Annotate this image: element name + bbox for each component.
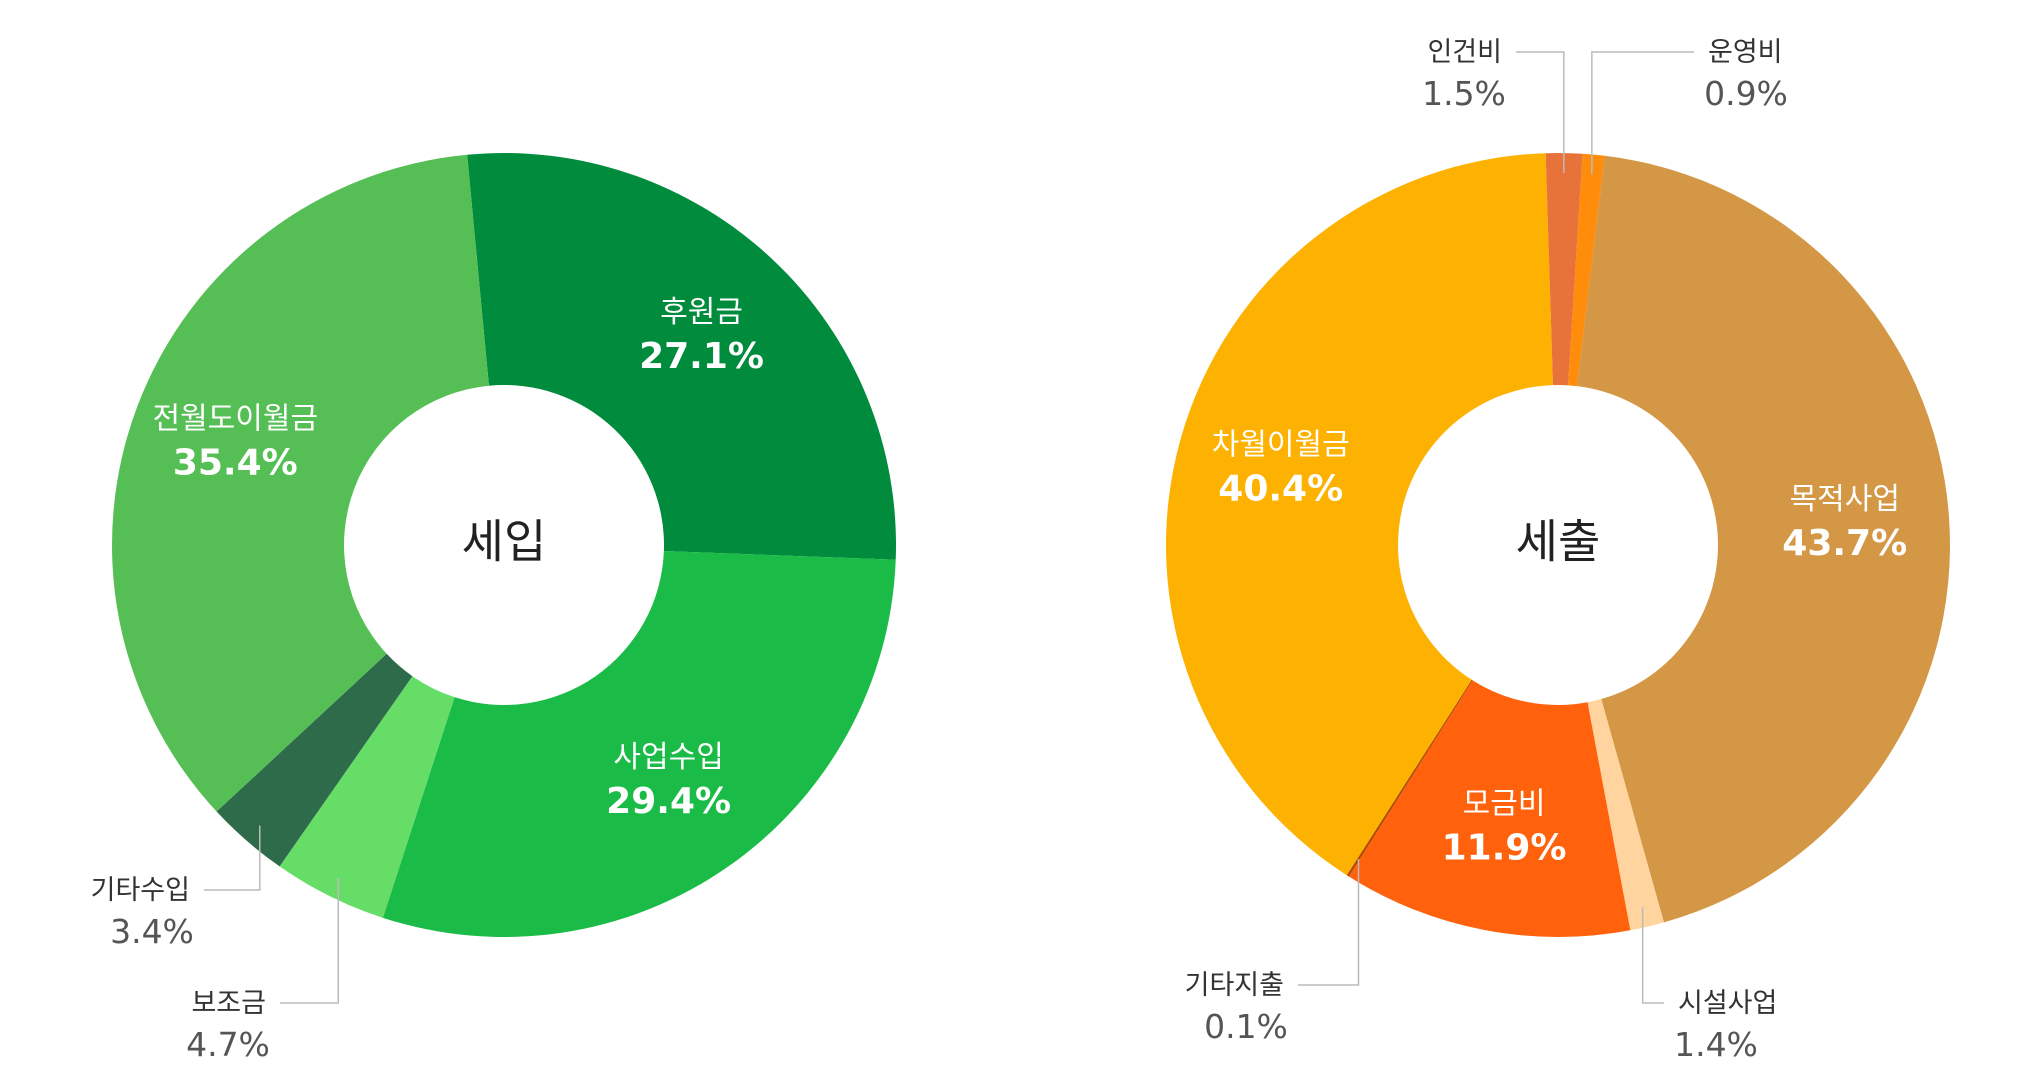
slice-value-label: 27.1% — [639, 336, 764, 377]
pie-slice — [382, 551, 896, 937]
slice-label: 인건비 — [1427, 37, 1502, 68]
leader-line — [204, 825, 261, 891]
slice-label: 보조금 — [191, 988, 266, 1019]
slice-label: 후원금 — [660, 295, 743, 330]
slice-value-label: 0.1% — [1204, 1007, 1288, 1046]
slice-value-label: 1.5% — [1422, 74, 1506, 113]
slice-value-label: 11.9% — [1442, 827, 1567, 868]
slice-label: 시설사업 — [1678, 988, 1777, 1019]
slice-value-label: 1.4% — [1674, 1025, 1758, 1064]
slice-label: 기타지출 — [1185, 970, 1284, 1001]
pie-slice — [467, 153, 896, 560]
slice-label: 모금비 — [1463, 786, 1546, 821]
pie-slice — [1346, 679, 1473, 877]
pie-slice — [1568, 153, 1605, 387]
slice-label: 차월이월금 — [1212, 428, 1350, 463]
pie-slice — [279, 676, 455, 918]
chart-title: 세입 — [462, 515, 547, 569]
leader-line — [1298, 858, 1360, 986]
pie-slice — [1166, 153, 1553, 876]
leader-line — [1591, 51, 1694, 175]
slice-label: 사업수입 — [613, 740, 723, 775]
pie-slice — [1587, 699, 1664, 931]
leader-line — [1516, 51, 1565, 174]
slice-label: 목적사업 — [1790, 482, 1900, 517]
pie-slice — [216, 653, 413, 867]
slice-value-label: 35.4% — [173, 442, 298, 483]
slice-label: 기타수입 — [91, 875, 190, 906]
donut-chart-1: 세입 후원금 27.1% 사업수입 29.4% 보조금 4.7% 기타수입 3.4% 전월도이월금… — [91, 153, 896, 1064]
pie-slice — [1545, 153, 1583, 386]
leader-line — [280, 878, 339, 1004]
slice-value-label: 0.9% — [1704, 74, 1788, 113]
slice-value-label: 43.7% — [1782, 523, 1907, 564]
slice-value-label: 29.4% — [606, 781, 731, 822]
slice-label: 운영비 — [1708, 37, 1783, 68]
leader-line — [1641, 907, 1664, 1004]
slice-value-label: 3.4% — [110, 912, 194, 951]
pie-slice — [1577, 155, 1950, 923]
slice-label: 전월도이월금 — [152, 401, 318, 436]
slice-value-label: 40.4% — [1218, 469, 1343, 510]
donut-chart-2: 세출 운영비 0.9% 목적사업 43.7% 시설사업 1.4% 모금비 11.9% 기타지출 0.… — [1166, 37, 1950, 1064]
chart-title: 세출 — [1516, 515, 1601, 569]
pie-slice — [1348, 680, 1631, 937]
slice-value-label: 4.7% — [186, 1025, 270, 1064]
pie-slice — [111, 154, 489, 812]
